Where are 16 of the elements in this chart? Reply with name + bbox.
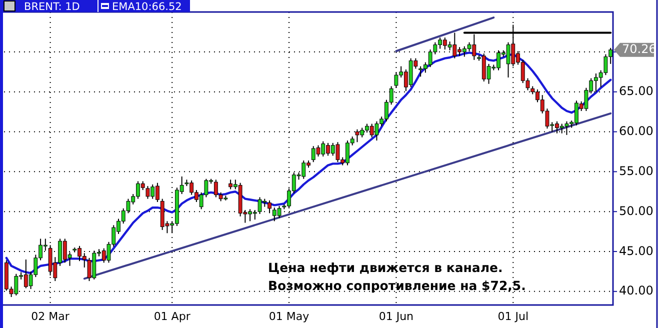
x-tick-label: 02 Mar: [31, 310, 70, 323]
legend-label: EMA10:66.52: [112, 1, 182, 13]
x-tick-label: 01 Jul: [498, 310, 529, 323]
annotation: Цена нефти движется в канале.: [268, 260, 503, 275]
candlestick: [268, 200, 272, 214]
x-tick-label: 01 Jun: [378, 310, 414, 323]
y-tick-label: 40.00: [619, 284, 654, 298]
y-tick-label: 45.00: [619, 244, 654, 258]
chart-title: BRENT: 1D: [24, 1, 80, 13]
y-tick-label: 50.00: [619, 204, 654, 218]
y-tick-label: 65.00: [619, 84, 654, 98]
y-tick-label: 55.00: [619, 164, 654, 178]
annotation: Возможно сопротивление на $72,5.: [268, 278, 526, 293]
x-tick-label: 01 Apr: [154, 310, 191, 323]
y-tick-label: 60.00: [619, 124, 654, 138]
x-tick-label: 01 May: [268, 310, 310, 323]
